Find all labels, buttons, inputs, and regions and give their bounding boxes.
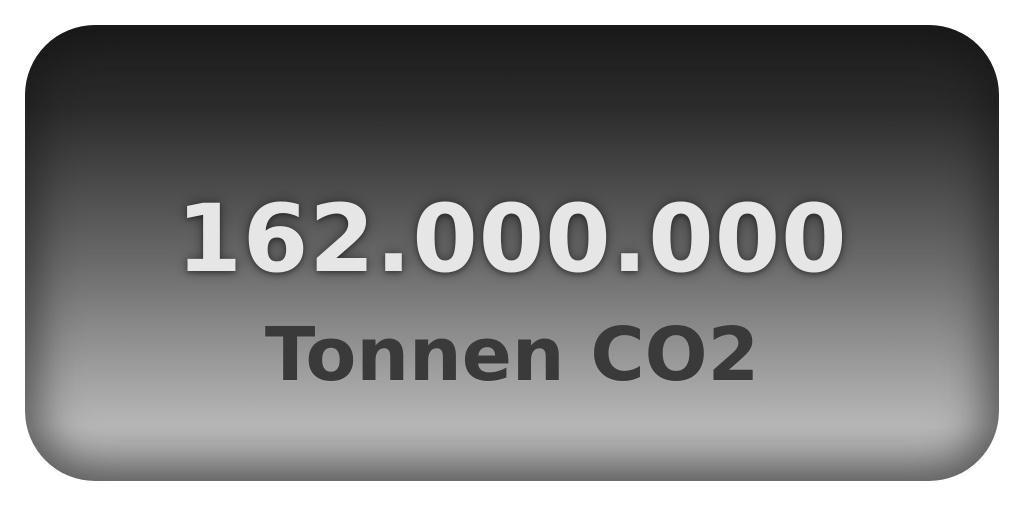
stat-unit-label: Tonnen CO2 (264, 312, 760, 398)
stat-value: 162.000.000 (176, 185, 848, 294)
stat-card: 162.000.000 Tonnen CO2 (25, 25, 999, 481)
